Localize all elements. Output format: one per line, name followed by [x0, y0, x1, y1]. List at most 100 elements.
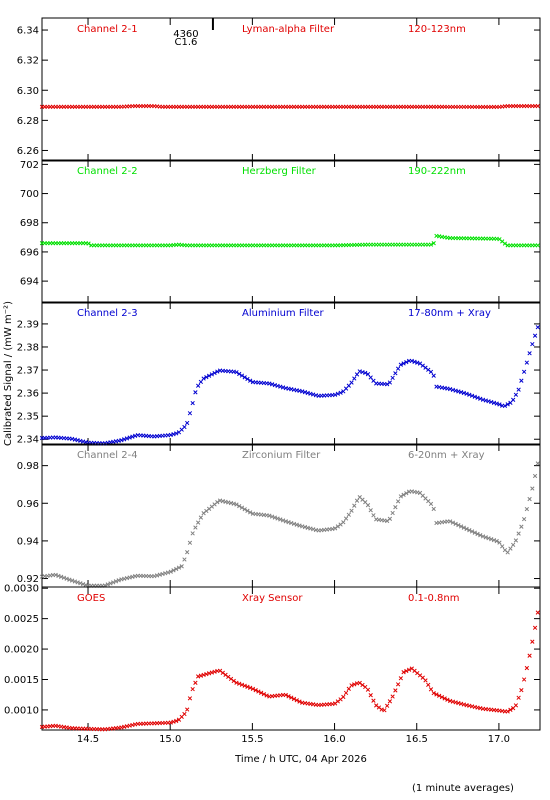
data-point	[289, 695, 294, 700]
data-point	[56, 573, 61, 579]
panel-frame	[41, 301, 541, 446]
data-point	[401, 492, 406, 497]
data-point	[390, 510, 395, 516]
data-point	[535, 461, 540, 466]
panel-channel-label: Channel 2-2	[77, 166, 138, 177]
data-point	[248, 378, 253, 383]
data-point	[453, 521, 458, 527]
data-point	[467, 392, 472, 397]
data-point	[335, 391, 340, 396]
data-point	[382, 708, 387, 713]
data-point	[105, 582, 110, 587]
data-point	[395, 682, 401, 687]
data-point	[368, 508, 373, 513]
data-point	[472, 530, 477, 535]
data-point	[267, 513, 272, 518]
data-point	[193, 525, 198, 530]
data-point	[291, 696, 297, 702]
data-point	[431, 690, 436, 696]
data-point	[521, 516, 527, 522]
data-point	[119, 438, 124, 443]
data-point	[59, 574, 64, 579]
data-point	[404, 668, 409, 674]
data-point	[343, 516, 349, 521]
panel-channel-label: GOES	[77, 593, 105, 604]
data-point	[113, 579, 119, 584]
data-point	[387, 380, 393, 385]
data-point	[127, 435, 132, 440]
data-point	[338, 390, 343, 395]
event-marker-class: C1.6	[174, 37, 197, 48]
data-point	[393, 505, 398, 510]
chart-panels: 6.26 6.28 6.30 6.32 6.34 Channel 2-1 Lyman-alp…	[4, 17, 541, 745]
data-point	[349, 380, 354, 385]
data-point	[423, 678, 428, 683]
data-point	[204, 374, 209, 380]
data-point	[480, 534, 486, 539]
data-point	[237, 371, 242, 377]
data-point	[187, 540, 193, 545]
data-point	[404, 491, 409, 496]
panel-channel-label: Channel 2-4	[77, 450, 138, 461]
data-point	[409, 358, 414, 364]
data-point	[187, 696, 193, 701]
data-point	[185, 420, 190, 426]
x-tick-label: 15.5	[241, 734, 263, 745]
y-tick-label: 698	[20, 218, 39, 229]
data-point	[67, 577, 72, 582]
data-point	[212, 370, 217, 376]
panel-frame	[41, 443, 541, 588]
data-point	[511, 542, 516, 548]
data-point	[116, 578, 121, 583]
panel-band-label: 17-80nm + Xray	[408, 308, 491, 319]
data-point	[187, 411, 193, 416]
data-point	[280, 518, 286, 523]
data-point	[464, 391, 469, 396]
data-point	[111, 580, 116, 585]
data-point	[535, 610, 540, 615]
y-tick-label: 0.0030	[4, 584, 39, 595]
data-point	[250, 686, 256, 692]
data-point	[195, 383, 201, 388]
y-tick-label: 0.98	[17, 461, 39, 472]
y-tick-label: 2.39	[17, 319, 39, 330]
data-point	[439, 694, 445, 700]
data-point	[374, 703, 379, 708]
data-point	[519, 524, 524, 529]
data-point	[239, 505, 245, 510]
panel-channel-label: Channel 2-1	[77, 24, 138, 35]
data-point	[245, 684, 250, 689]
data-point	[352, 503, 357, 508]
data-point	[346, 512, 351, 517]
panel-frame	[41, 159, 541, 304]
data-point	[80, 581, 86, 587]
data-point	[182, 711, 187, 717]
data-point	[174, 718, 179, 724]
data-point	[524, 506, 530, 512]
data-point	[447, 519, 453, 524]
data-point	[395, 366, 401, 371]
data-point	[174, 431, 179, 436]
data-point	[535, 103, 540, 109]
data-point	[234, 680, 239, 685]
data-point	[234, 370, 239, 375]
x-tick-label: 16.0	[323, 734, 345, 745]
data-series	[39, 233, 540, 248]
data-point	[442, 696, 447, 701]
data-point	[226, 674, 231, 680]
panel-4: 0.92 0.94 0.96 0.98 Channel 2-4 Zirconium Fil…	[17, 443, 541, 588]
data-point	[69, 578, 75, 583]
panel-1: 6.26 6.28 6.30 6.32 6.34 Channel 2-1 Lyman-alp…	[17, 17, 541, 162]
data-point	[412, 359, 417, 364]
data-point	[508, 546, 513, 551]
data-point	[237, 503, 242, 509]
panel-frame	[41, 586, 541, 731]
data-point	[217, 668, 223, 673]
data-point	[489, 537, 494, 542]
data-point	[343, 690, 349, 696]
data-point	[206, 373, 212, 378]
x-axis-label: Time / h UTC, 04 Apr 2026	[234, 754, 367, 765]
panel-3: 2.34 2.35 2.36 2.37 2.38 2.39 Channel 2-3 Alumi…	[17, 301, 541, 446]
data-point	[185, 707, 190, 712]
